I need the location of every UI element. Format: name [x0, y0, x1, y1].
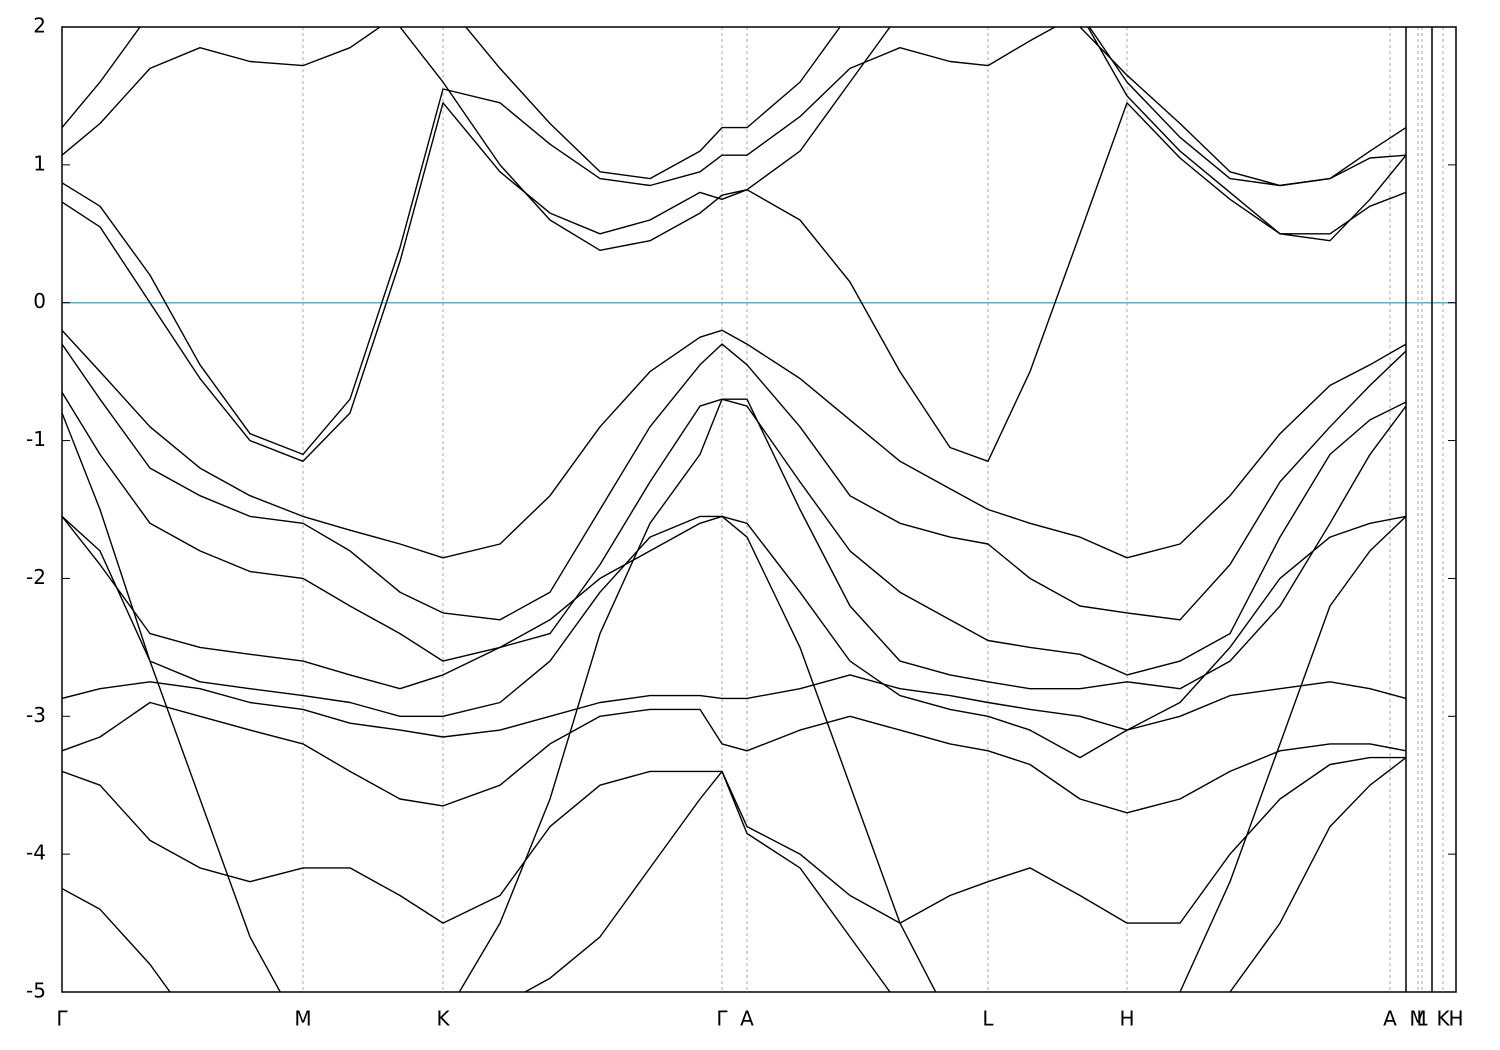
band-line: [62, 674, 1407, 738]
x-tick-label: Γ: [716, 1007, 728, 1031]
y-tick-label: -1: [26, 427, 46, 451]
x-tick-label: K: [436, 1007, 450, 1031]
y-tick-label: 0: [33, 289, 46, 313]
band-line: [62, 27, 1407, 187]
band-line: [62, 343, 1407, 621]
band-line: [62, 398, 1407, 992]
x-tick-label: H: [1448, 1007, 1463, 1031]
plot-frame: [61, 26, 1457, 993]
band-line: [62, 102, 1407, 462]
y-tick-label: -2: [26, 565, 46, 589]
x-tick-label: Γ: [56, 1007, 68, 1031]
band-line: [62, 701, 1407, 814]
x-tick-label: H: [1119, 1007, 1134, 1031]
y-tick-label: -4: [26, 841, 46, 865]
y-tick-label: -3: [26, 703, 46, 727]
x-tick-label: A: [1383, 1007, 1397, 1031]
x-tick-label: M: [1409, 1007, 1426, 1031]
grid: [61, 27, 1457, 992]
band-line: [62, 329, 1407, 559]
y-tick-label: 2: [33, 14, 46, 38]
band-line: [62, 27, 1407, 251]
x-tick-label: L: [1416, 1007, 1428, 1031]
bands: [62, 27, 1407, 992]
x-tick-label: A: [740, 1007, 754, 1031]
band-line: [62, 391, 1407, 676]
band-line: [62, 515, 1407, 759]
y-tick-label: -5: [26, 979, 46, 1003]
x-tick-label: M: [294, 1007, 311, 1031]
band-line: [62, 757, 1407, 992]
band-line: [62, 515, 1407, 992]
y-tick-label: 1: [33, 151, 46, 175]
x-tick-label: L: [982, 1007, 994, 1031]
x-tick-label: K: [1436, 1007, 1450, 1031]
band-line: [62, 27, 1407, 456]
band-line: [62, 756, 1406, 924]
